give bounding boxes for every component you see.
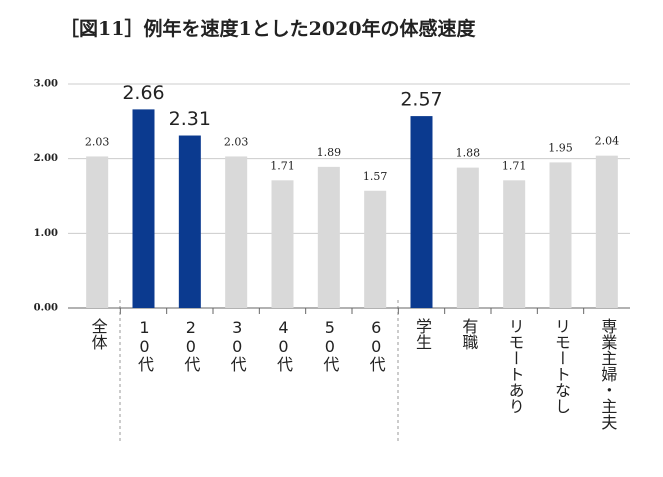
y-tick-label: 0.00 (34, 303, 58, 314)
chart-title: ［図11］例年を速度1とした2020年の体感速度 (60, 17, 477, 40)
x-tick-label: 有職 (459, 318, 478, 350)
x-tick-label: 専業主婦・主夫 (598, 318, 617, 430)
value-label: 1.88 (456, 147, 481, 160)
bar (317, 166, 340, 308)
x-tick-label: リモートなし (552, 318, 571, 414)
x-tick-label: リモートあり (506, 318, 525, 414)
x-tick-label: 10代 (135, 318, 154, 373)
value-label: 1.71 (502, 159, 527, 172)
bar (86, 156, 109, 308)
bar (456, 167, 479, 308)
value-label: 1.71 (270, 159, 295, 172)
value-label: 2.57 (400, 89, 442, 111)
bar (595, 155, 618, 308)
value-label: 1.57 (363, 170, 388, 183)
y-tick-label: 2.00 (34, 153, 58, 164)
bar (549, 162, 572, 308)
value-label: 1.95 (548, 141, 573, 154)
value-label: 1.89 (317, 146, 342, 159)
y-tick-label: 3.00 (34, 79, 58, 90)
y-tick-label: 1.00 (34, 228, 58, 239)
bar (132, 109, 155, 309)
x-tick-label: 30代 (228, 318, 247, 373)
x-tick-label: 40代 (274, 318, 293, 373)
x-tick-label: 60代 (367, 318, 386, 373)
bar (410, 116, 433, 309)
bar (178, 135, 201, 308)
bar (364, 190, 387, 308)
value-label: 2.31 (169, 108, 211, 130)
bar (503, 180, 526, 308)
x-tick-label: 20代 (181, 318, 200, 373)
value-label: 2.04 (595, 135, 620, 148)
x-tick-label: 全体 (89, 318, 108, 350)
bar (271, 180, 294, 308)
x-tick-label: 50代 (320, 318, 339, 373)
value-label: 2.66 (122, 82, 164, 104)
value-label: 2.03 (85, 135, 110, 148)
bar (225, 156, 248, 308)
value-label: 2.03 (224, 135, 249, 148)
x-tick-label: 学生 (413, 318, 432, 350)
